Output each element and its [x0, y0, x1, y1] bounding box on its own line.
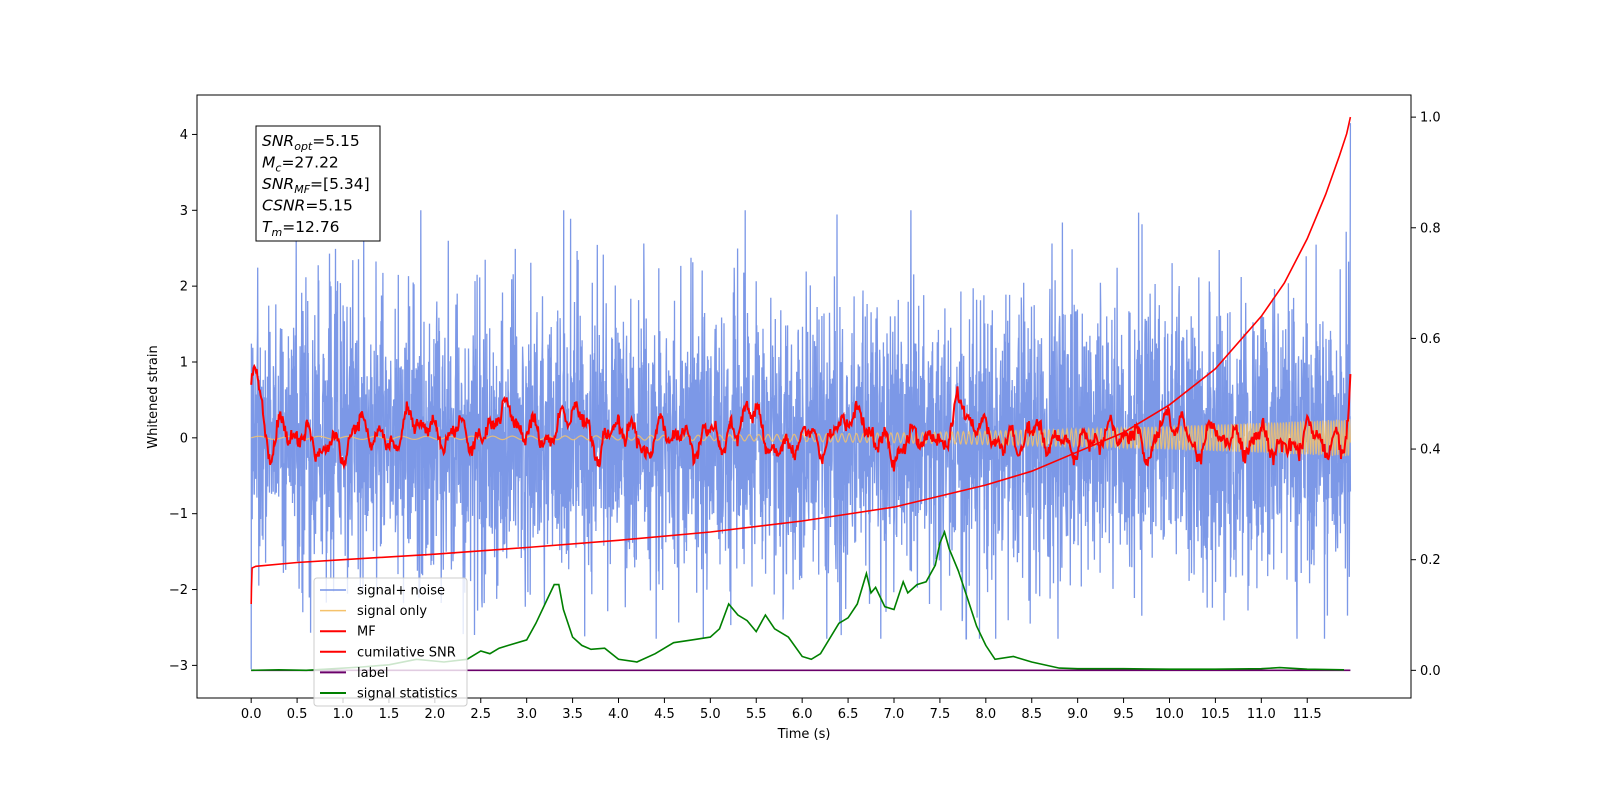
x-tick-label: 9.5: [1113, 707, 1134, 722]
legend-label: MF: [357, 625, 376, 640]
info-value: =27.22: [281, 154, 338, 172]
y-tick-label: −3: [169, 659, 188, 674]
x-tick-label: 5.0: [700, 707, 721, 722]
x-tick-label: 2.5: [470, 707, 491, 722]
y2-tick-label: 0.4: [1420, 443, 1441, 458]
info-value: =5.15: [305, 197, 353, 215]
y-tick-label: 3: [180, 204, 188, 219]
series-signal-noise: [250, 123, 1352, 670]
legend-label: signal statistics: [357, 687, 458, 702]
x-tick-label: 1.5: [379, 707, 400, 722]
info-box-frame: [255, 125, 381, 242]
legend-frame: [313, 577, 468, 707]
x-tick-label: 7.0: [884, 707, 905, 722]
info-line: Tm=12.76: [262, 218, 340, 239]
y-tick-label: −2: [169, 583, 188, 598]
y-tick-label: 4: [180, 128, 188, 143]
y-axis-title: Whitened strain: [146, 345, 161, 448]
info-line: SNRMF=[5.34]: [262, 175, 370, 196]
y-tick-label: −1: [169, 507, 188, 522]
x-axis: 0.0 0.5 1.0 1.5 2.0 2.5 3.0 3.5 4.0 4.5 5.0 5.5 6.0 6…: [241, 698, 1322, 722]
y2-tick-label: 0.8: [1420, 221, 1441, 236]
info-symbol: SNR: [262, 132, 294, 150]
x-tick-label: 9.0: [1067, 707, 1088, 722]
x-tick-label: 10.5: [1201, 707, 1230, 722]
info-line: CSNR=5.15: [262, 197, 353, 215]
x-tick-label: 2.0: [424, 707, 445, 722]
x-tick-label: 3.5: [562, 707, 583, 722]
y2-tick-label: 1.0: [1420, 111, 1441, 126]
info-subscript: c: [275, 162, 281, 175]
legend: signal+ noise signal only MF cumilative SNR…: [313, 577, 468, 707]
x-tick-label: 10.0: [1155, 707, 1184, 722]
info-symbol: M: [262, 154, 275, 172]
series-mf: [250, 363, 1352, 472]
info-line: SNRopt=5.15: [262, 132, 360, 153]
info-value: =5.15: [312, 132, 360, 150]
info-value: =[5.34]: [310, 175, 370, 193]
info-symbol: SNR: [262, 175, 294, 193]
x-tick-label: 6.0: [792, 707, 813, 722]
x-tick-label: 8.5: [1021, 707, 1042, 722]
info-value: =12.76: [282, 218, 339, 236]
y2-axis-right: 0.0 0.2 0.4 0.6 0.8 1.0: [1411, 111, 1441, 679]
y2-tick-label: 0.6: [1420, 332, 1441, 347]
legend-label: label: [357, 666, 388, 681]
x-tick-label: 7.5: [930, 707, 951, 722]
series-cumilative-snr: [250, 116, 1352, 605]
legend-label: cumilative SNR: [357, 645, 456, 660]
legend-label: signal only: [357, 604, 427, 619]
x-axis-title: Time (s): [777, 727, 831, 742]
x-tick-label: 6.5: [838, 707, 859, 722]
y2-tick-label: 0.0: [1420, 664, 1441, 679]
y-axis: −3 −2 −1 0 1 2 3 4: [169, 128, 197, 674]
info-subscript: opt: [294, 140, 313, 153]
x-tick-label: 4.5: [654, 707, 675, 722]
info-subscript: MF: [294, 183, 310, 196]
x-tick-label: 4.0: [608, 707, 629, 722]
legend-label: signal+ noise: [357, 584, 445, 599]
info-symbol: T: [262, 218, 273, 236]
y-tick-label: 0: [180, 431, 188, 446]
x-tick-label: 11.5: [1293, 707, 1322, 722]
x-tick-label: 3.0: [516, 707, 537, 722]
x-tick-label: 0.0: [241, 707, 262, 722]
x-tick-label: 11.0: [1247, 707, 1276, 722]
y-tick-label: 2: [180, 280, 188, 295]
info-symbol: CSNR: [262, 197, 305, 215]
plot-frame: [196, 94, 1412, 699]
x-tick-label: 8.0: [975, 707, 996, 722]
y2-tick-label: 0.2: [1420, 553, 1441, 568]
info-subscript: m: [271, 226, 282, 239]
x-tick-label: 1.0: [333, 707, 354, 722]
x-tick-label: 5.5: [746, 707, 767, 722]
series-signal-statistics: [251, 529, 1345, 672]
y-tick-label: 1: [180, 355, 188, 370]
x-tick-label: 0.5: [287, 707, 308, 722]
info-line: Mc=27.22: [262, 154, 339, 175]
info-annotation-box: SNRopt=5.15Mc=27.22SNRMF=[5.34]CSNR=5.15…: [255, 125, 381, 242]
